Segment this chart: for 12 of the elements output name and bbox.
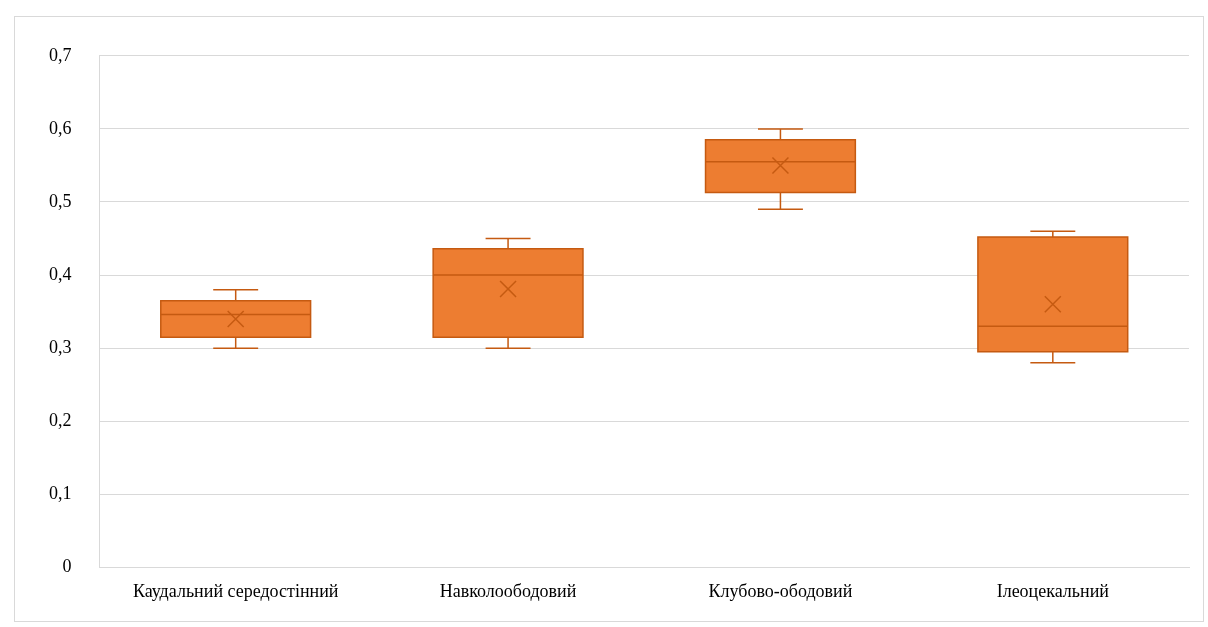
y-tick-label: 0,1 — [49, 483, 72, 504]
y-tick-label: 0,3 — [49, 336, 72, 357]
y-tick-label: 0,5 — [49, 190, 72, 211]
y-tick-label: 0 — [62, 556, 72, 577]
y-tick-label: 0,4 — [49, 263, 72, 284]
x-tick-label: Навколоободовий — [439, 580, 577, 601]
x-tick-label: Клубово-ободовий — [708, 580, 853, 601]
y-tick-label: 0,7 — [49, 44, 72, 65]
x-tick-label: Ілеоцекальний — [996, 580, 1110, 601]
y-tick-label: 0,6 — [49, 117, 72, 138]
x-tick-label: Каудальний середостінний — [132, 580, 339, 601]
y-tick-label: 0,2 — [49, 409, 72, 430]
